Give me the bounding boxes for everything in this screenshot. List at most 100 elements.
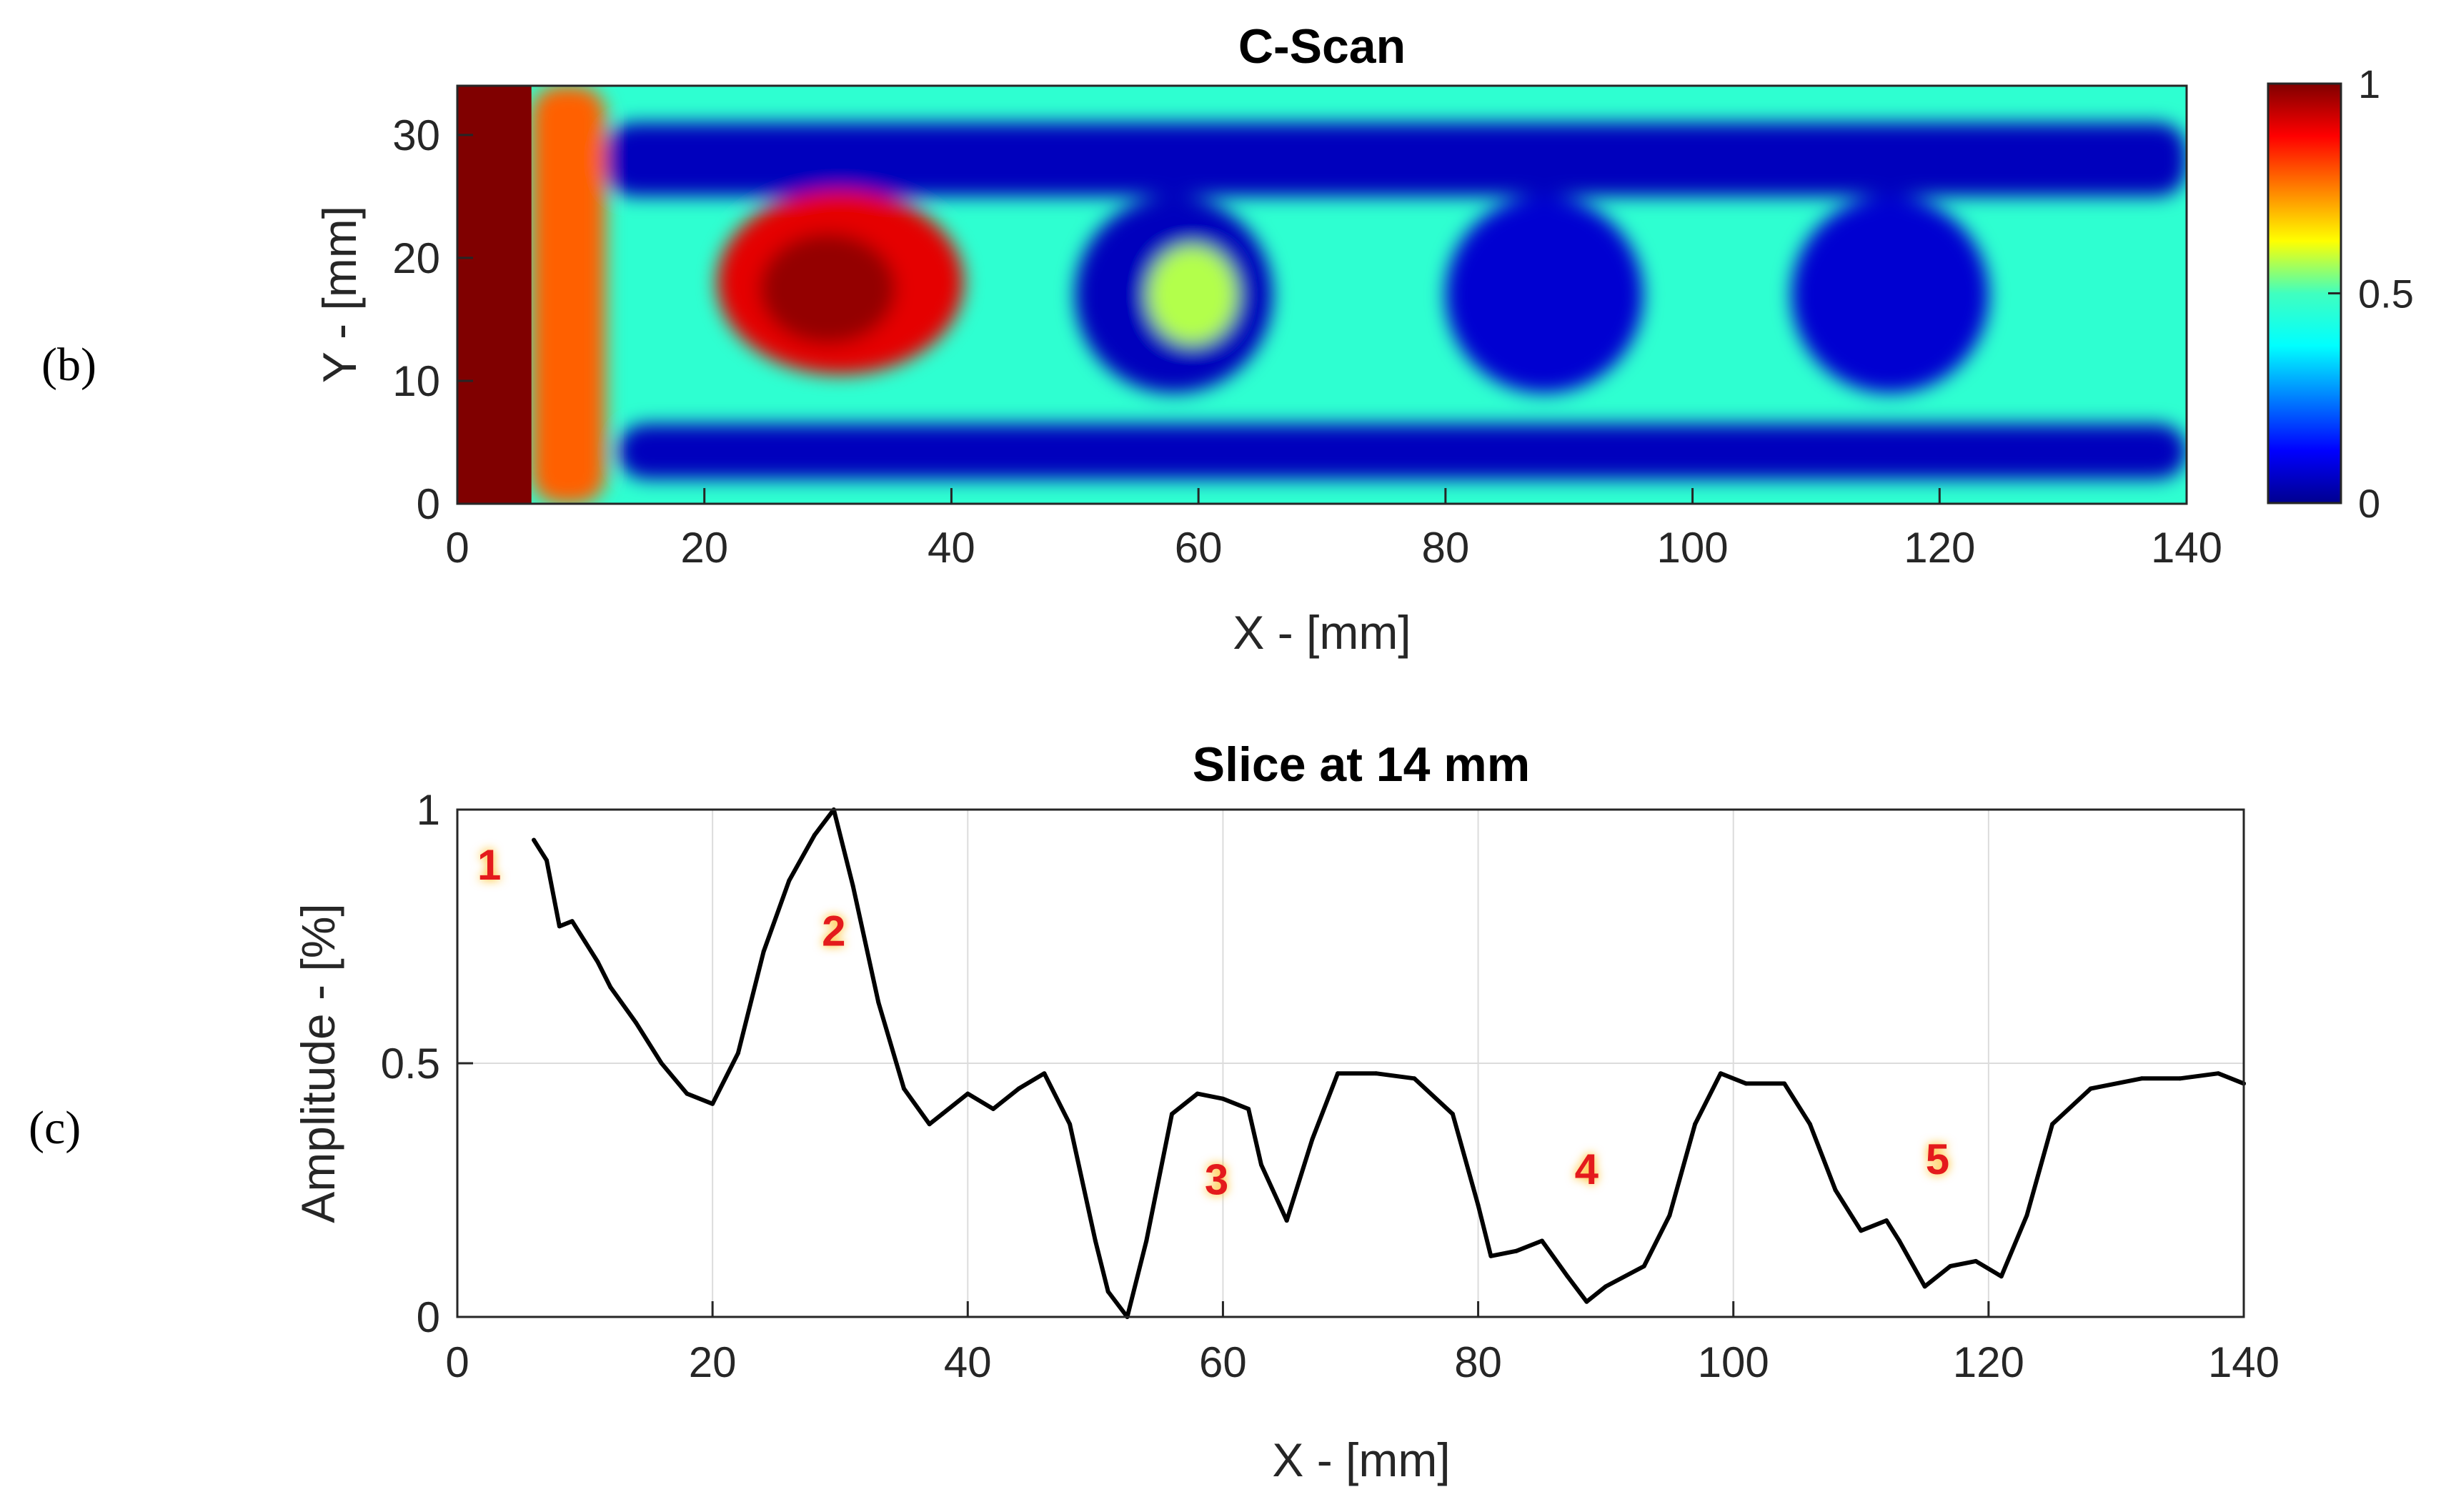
- cscan-y-label: Y - [mm]: [313, 206, 366, 383]
- cscan-y-tick-label: 10: [392, 357, 440, 405]
- slice-annotation-4: 4: [1575, 1145, 1599, 1193]
- slice-point: [1220, 1096, 1226, 1101]
- slice-point: [1896, 1238, 1901, 1243]
- slice-point: [532, 837, 537, 842]
- slice-point: [1476, 1203, 1481, 1208]
- slice-x-tick-label: 120: [1953, 1338, 2024, 1386]
- slice-point: [557, 924, 562, 929]
- slice-point: [1373, 1071, 1378, 1076]
- slice-point: [1833, 1188, 1838, 1193]
- slice-point: [1667, 1213, 1672, 1218]
- slice-point: [1565, 1274, 1570, 1279]
- cscan-x-tick-label: 80: [1421, 524, 1469, 572]
- cscan-y-tick-label: 0: [417, 480, 440, 528]
- slice-y-tick-label: 0: [417, 1293, 440, 1341]
- slice-point: [1450, 1112, 1455, 1116]
- colorbar-tick-label: 0.5: [2358, 272, 2414, 317]
- slice-point: [927, 1122, 932, 1127]
- slice-annotation-glow: 4: [1575, 1145, 1599, 1193]
- slice-point: [659, 1061, 664, 1065]
- panel-label-b: (b): [41, 339, 96, 391]
- slice-point: [1170, 1112, 1174, 1116]
- slice-y-tick-label: 1: [417, 786, 440, 834]
- slice-point: [1412, 1076, 1417, 1081]
- slice-y-label: Amplitude - [%]: [292, 903, 344, 1223]
- slice-point: [812, 832, 817, 837]
- slice-point: [1744, 1081, 1749, 1086]
- slice-point: [1807, 1122, 1812, 1127]
- slice-point: [1144, 1238, 1149, 1243]
- slice-point: [735, 1050, 740, 1055]
- slice-point: [1284, 1218, 1289, 1223]
- slice-point: [1105, 1289, 1110, 1294]
- cscan-x-tick-label: 20: [680, 524, 728, 572]
- slice-annotation-glow: 3: [1205, 1155, 1228, 1203]
- cscan-x-ticks: 0 20 40 60 80 100 120 140: [445, 488, 2222, 572]
- cscan-y-tick-label: 30: [392, 111, 440, 159]
- slice-point: [991, 1106, 995, 1111]
- slice-x-tick-label: 60: [1199, 1338, 1247, 1386]
- slice-point: [1718, 1071, 1723, 1076]
- slice-point: [2177, 1076, 2182, 1081]
- slice-annotation-glow: 2: [822, 907, 845, 955]
- slice-point: [1259, 1163, 1263, 1167]
- slice-y-ticks: 00.51: [381, 786, 473, 1341]
- slice-point: [710, 1101, 715, 1106]
- slice-point: [1195, 1091, 1200, 1096]
- slice-point: [1884, 1218, 1889, 1223]
- slice-point: [1974, 1258, 1978, 1263]
- slice-point: [787, 878, 792, 883]
- slice-x-tick-label: 0: [445, 1338, 469, 1386]
- slice-x-tick-label: 140: [2208, 1338, 2280, 1386]
- slice-point: [2139, 1076, 2144, 1081]
- slice-point: [2024, 1213, 2029, 1218]
- colorbar-tick-label: 1: [2358, 61, 2380, 106]
- slice-point: [761, 949, 766, 954]
- cscan-edge-saturation: [457, 86, 532, 504]
- cscan-edge-gradient: [531, 86, 606, 504]
- slice-point: [1641, 1264, 1646, 1268]
- cscan-defect-2-core: [760, 233, 896, 344]
- slice-point: [1042, 1071, 1047, 1076]
- cscan-defect-3-core: [1148, 245, 1237, 344]
- slice-point: [595, 960, 600, 964]
- slice-point: [1246, 1106, 1251, 1111]
- slice-point: [1922, 1284, 1927, 1289]
- slice-x-tick-label: 20: [689, 1338, 737, 1386]
- slice-x-tick-label: 80: [1454, 1338, 1502, 1386]
- slice-line-slice: [532, 807, 2246, 1319]
- cscan-image: [457, 86, 2187, 504]
- cscan-title: C-Scan: [1238, 19, 1406, 74]
- cscan-blur-layer: [531, 86, 2187, 504]
- slice-point: [1604, 1284, 1609, 1289]
- slice-point: [1310, 1137, 1315, 1142]
- colorbar-tick-label: 0: [2358, 481, 2380, 526]
- slice-point: [2050, 1122, 2055, 1127]
- cscan-x-tick-label: 0: [445, 524, 469, 572]
- cscan-defect-5: [1791, 196, 1989, 394]
- slice-point: [2216, 1071, 2221, 1076]
- cscan-sharp-layer: [457, 86, 532, 504]
- slice-point: [1948, 1264, 1953, 1268]
- slice-point: [634, 1020, 638, 1025]
- slice-annotation-5: 5: [1926, 1135, 1949, 1183]
- slice-point: [608, 985, 613, 990]
- slice-title: Slice at 14 mm: [1193, 737, 1530, 792]
- slice-point: [1016, 1086, 1021, 1091]
- cscan-lower-band: [617, 424, 2187, 479]
- cscan-x-tick-label: 100: [1657, 524, 1729, 572]
- slice-annotation-glow: 1: [477, 841, 501, 889]
- slice-point: [876, 1000, 881, 1005]
- slice-x-tick-label: 40: [944, 1338, 992, 1386]
- slice-point: [570, 919, 575, 924]
- slice-point: [2088, 1086, 2093, 1091]
- cscan-y-tick-label: 20: [392, 234, 440, 282]
- slice-point: [940, 1112, 945, 1116]
- slice-annotation-3: 3: [1205, 1155, 1228, 1203]
- slice-point: [1693, 1122, 1698, 1127]
- cscan-axes-box: [456, 84, 2188, 505]
- slice-point: [1999, 1274, 2004, 1279]
- slice-series-layer: [532, 807, 2246, 1319]
- cscan-x-tick-label: 40: [928, 524, 975, 572]
- slice-annotation-1: 1: [477, 841, 501, 889]
